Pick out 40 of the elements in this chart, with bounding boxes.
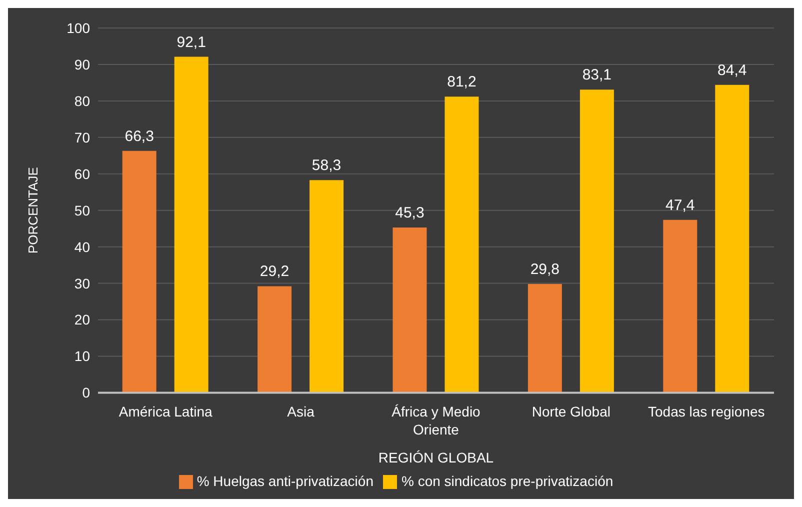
legend-label: % con sindicatos pre-privatización: [401, 472, 614, 489]
y-tick-label: 30: [74, 275, 90, 292]
bar: [310, 180, 344, 393]
y-tick-label: 70: [74, 129, 90, 146]
bar: [174, 56, 208, 393]
bar: [258, 286, 292, 393]
data-label: 58,3: [312, 157, 342, 174]
bar: [444, 96, 479, 393]
y-tick-label: 40: [74, 238, 90, 255]
x-axis-title: REGIÓN GLOBAL: [378, 450, 494, 466]
y-axis-title: PORCENTAJE: [26, 166, 41, 254]
data-label: 92,1: [176, 34, 206, 51]
y-tick-label: 0: [82, 384, 90, 401]
y-tick-label: 20: [74, 312, 90, 328]
x-tick-label: América Latina: [118, 404, 212, 420]
y-tick-label: 60: [74, 166, 90, 182]
data-label: 29,2: [260, 263, 290, 280]
bar: [528, 284, 562, 393]
bar: [580, 90, 614, 393]
data-label: 45,3: [395, 204, 424, 222]
bar: [715, 84, 750, 393]
bar: [392, 227, 427, 393]
data-label: 83,1: [582, 66, 612, 84]
y-tick-label: 50: [74, 202, 90, 218]
y-tick-label: 90: [74, 56, 90, 72]
data-label: 47,4: [666, 196, 695, 214]
x-tick-label: Asia: [287, 404, 315, 420]
y-tick-label: 100: [66, 20, 90, 36]
data-label: 81,2: [447, 74, 476, 91]
x-tick-label: África y Medio Oriente: [392, 404, 481, 438]
bar: [663, 220, 698, 393]
y-tick-label: 10: [74, 348, 90, 364]
data-label: 66,3: [124, 128, 154, 145]
legend-label: % Huelgas anti-privatización: [196, 472, 374, 489]
data-label: 29,8: [530, 261, 560, 278]
x-tick-label: Todas las regiones: [648, 404, 765, 420]
bar: [122, 150, 156, 393]
y-tick-label: 80: [74, 92, 90, 109]
data-label: 84,4: [718, 62, 747, 79]
x-tick-label: Norte Global: [532, 404, 610, 420]
